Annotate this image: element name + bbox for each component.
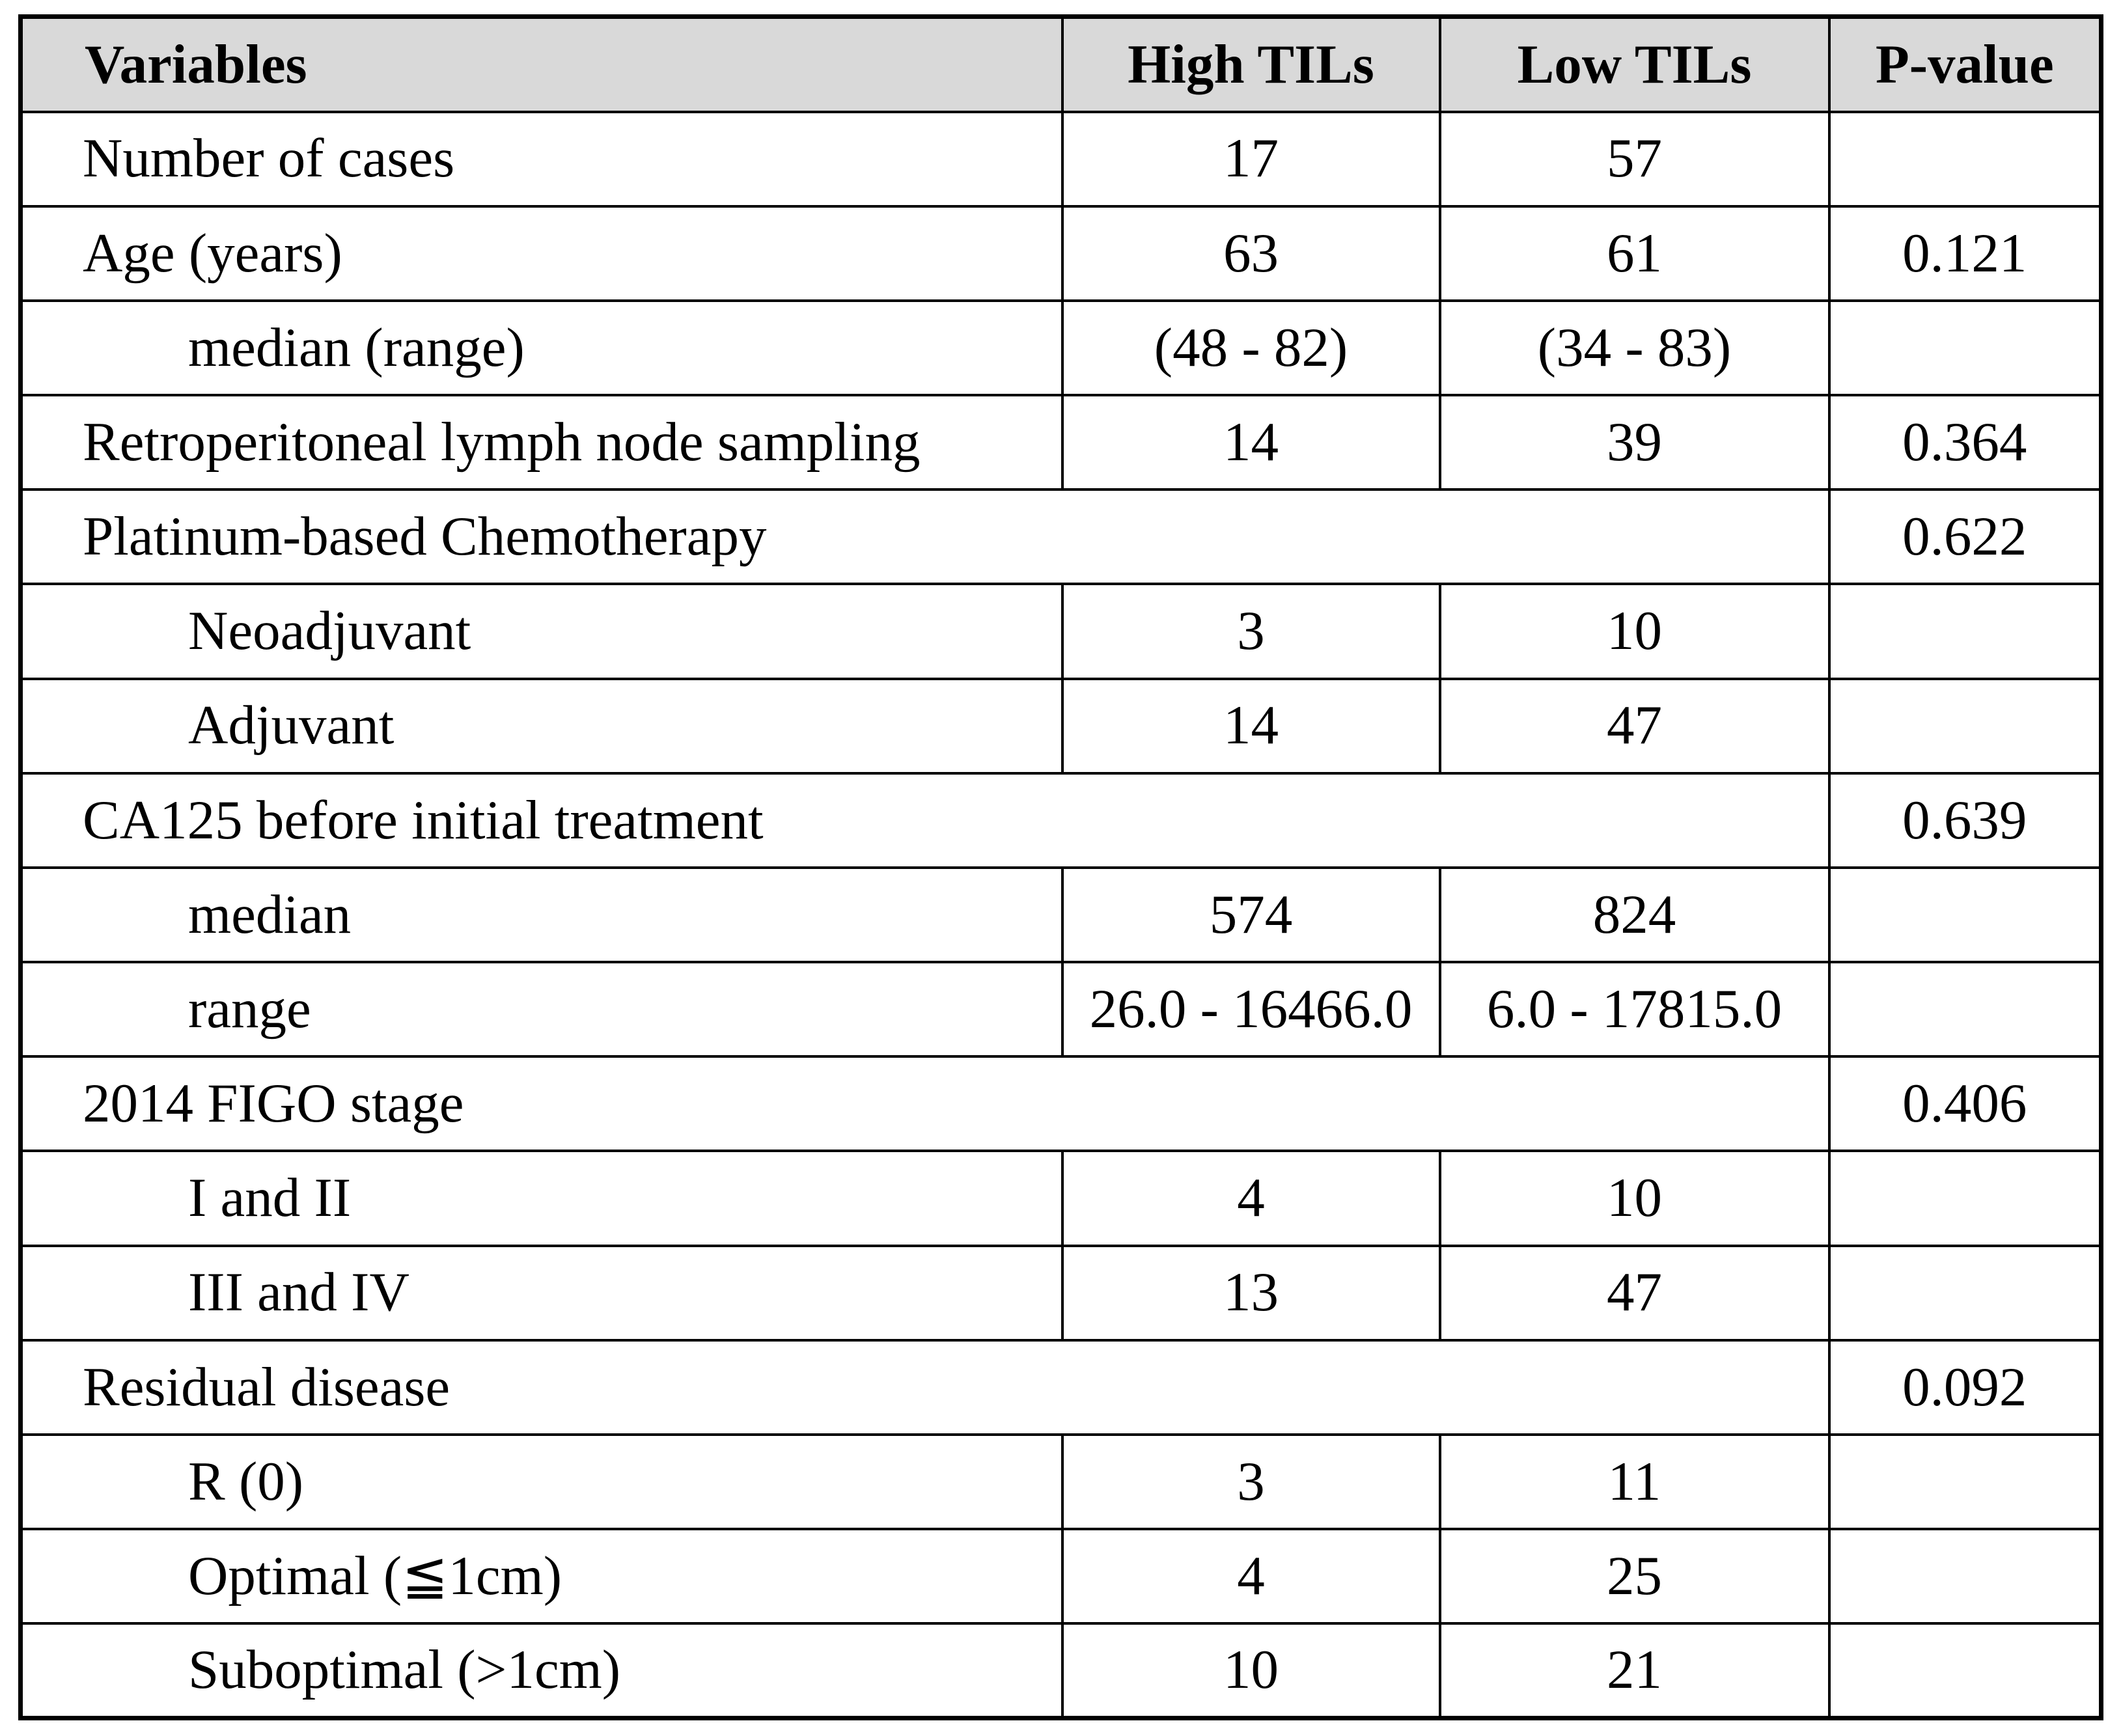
low-tils-cell: 10 [1438, 583, 1831, 680]
high-tils-cell: 3 [1061, 1433, 1441, 1531]
header-variables: Variables [19, 15, 1064, 113]
row-sublabel-cell: Optimal (≦1cm) [19, 1528, 1064, 1625]
p-value-cell [1827, 1150, 2103, 1247]
table-row: III and IV 13 47 [19, 1244, 2103, 1342]
high-tils-cell: (48 - 82) [1061, 299, 1441, 397]
table-row: Retroperitoneal lymph node sampling 14 39 0… [19, 394, 2103, 491]
header-p-value: P-value [1827, 15, 2103, 113]
table-row: Residual disease 0.092 [19, 1338, 2103, 1436]
table-row: median (range) (48 - 82) (34 - 83) [19, 299, 2103, 397]
row-sublabel-cell: Adjuvant [19, 677, 1064, 775]
table-row: Optimal (≦1cm) 4 25 [19, 1528, 2103, 1625]
low-tils-cell: 61 [1438, 204, 1831, 302]
table-row: Neoadjuvant 3 10 [19, 583, 2103, 680]
table-row: Platinum-based Chemotherapy 0.622 [19, 488, 2103, 586]
table-row: Suboptimal (>1cm) 10 21 [19, 1622, 2103, 1720]
table-body: Number of cases 17 57 Age (years) 63 61 0.121 m… [19, 110, 2103, 1720]
p-value-cell: 0.092 [1827, 1338, 2103, 1436]
table-row: I and II 4 10 [19, 1150, 2103, 1247]
high-tils-cell: 63 [1061, 204, 1441, 302]
header-row: Variables High TILs Low TILs P-value [19, 15, 2103, 113]
low-tils-cell: 10 [1438, 1150, 1831, 1247]
patient-characteristics-table: Variables High TILs Low TILs P-value Num… [18, 14, 2103, 1720]
table-row: R (0) 3 11 [19, 1433, 2103, 1531]
table-row: Age (years) 63 61 0.121 [19, 204, 2103, 302]
low-tils-cell: 57 [1438, 110, 1831, 208]
low-tils-cell: 6.0 - 17815.0 [1438, 961, 1831, 1058]
row-label-cell: Residual disease [19, 1338, 1831, 1436]
table-row: range 26.0 - 16466.0 6.0 - 17815.0 [19, 961, 2103, 1058]
p-value-cell: 0.364 [1827, 394, 2103, 491]
row-sublabel-cell: median (range) [19, 299, 1064, 397]
p-value-cell [1827, 1244, 2103, 1342]
p-value-cell: 0.639 [1827, 771, 2103, 869]
p-value-cell [1827, 961, 2103, 1058]
table-row: 2014 FIGO stage 0.406 [19, 1055, 2103, 1153]
low-tils-cell: (34 - 83) [1438, 299, 1831, 397]
high-tils-cell: 26.0 - 16466.0 [1061, 961, 1441, 1058]
high-tils-cell: 4 [1061, 1150, 1441, 1247]
high-tils-cell: 13 [1061, 1244, 1441, 1342]
p-value-cell [1827, 299, 2103, 397]
p-value-cell: 0.622 [1827, 488, 2103, 586]
table-row: median 574 824 [19, 866, 2103, 964]
low-tils-cell: 25 [1438, 1528, 1831, 1625]
row-sublabel-cell: I and II [19, 1150, 1064, 1247]
low-tils-cell: 21 [1438, 1622, 1831, 1720]
row-label-cell: 2014 FIGO stage [19, 1055, 1831, 1153]
high-tils-cell: 3 [1061, 583, 1441, 680]
row-sublabel-cell: range [19, 961, 1064, 1058]
high-tils-cell: 10 [1061, 1622, 1441, 1720]
high-tils-cell: 14 [1061, 394, 1441, 491]
high-tils-cell: 14 [1061, 677, 1441, 775]
low-tils-cell: 47 [1438, 1244, 1831, 1342]
table-row: Adjuvant 14 47 [19, 677, 2103, 775]
p-value-cell [1827, 677, 2103, 775]
row-sublabel-cell: median [19, 866, 1064, 964]
table-row: CA125 before initial treatment 0.639 [19, 771, 2103, 869]
low-tils-cell: 11 [1438, 1433, 1831, 1531]
p-value-cell [1827, 110, 2103, 208]
high-tils-cell: 4 [1061, 1528, 1441, 1625]
p-value-cell [1827, 583, 2103, 680]
row-label-cell: Age (years) [19, 204, 1064, 302]
low-tils-cell: 824 [1438, 866, 1831, 964]
row-sublabel-cell: R (0) [19, 1433, 1064, 1531]
p-value-cell [1827, 866, 2103, 964]
p-value-cell [1827, 1433, 2103, 1531]
p-value-cell [1827, 1528, 2103, 1625]
low-tils-cell: 47 [1438, 677, 1831, 775]
high-tils-cell: 574 [1061, 866, 1441, 964]
p-value-cell [1827, 1622, 2103, 1720]
low-tils-cell: 39 [1438, 394, 1831, 491]
row-label-cell: Retroperitoneal lymph node sampling [19, 394, 1064, 491]
row-sublabel-cell: III and IV [19, 1244, 1064, 1342]
row-label-cell: Number of cases [19, 110, 1064, 208]
row-label-cell: CA125 before initial treatment [19, 771, 1831, 869]
row-sublabel-cell: Suboptimal (>1cm) [19, 1622, 1064, 1720]
row-sublabel-cell: Neoadjuvant [19, 583, 1064, 680]
table-row: Number of cases 17 57 [19, 110, 2103, 208]
p-value-cell: 0.121 [1827, 204, 2103, 302]
high-tils-cell: 17 [1061, 110, 1441, 208]
header-high-tils: High TILs [1061, 15, 1441, 113]
row-label-cell: Platinum-based Chemotherapy [19, 488, 1831, 586]
header-low-tils: Low TILs [1438, 15, 1831, 113]
p-value-cell: 0.406 [1827, 1055, 2103, 1153]
